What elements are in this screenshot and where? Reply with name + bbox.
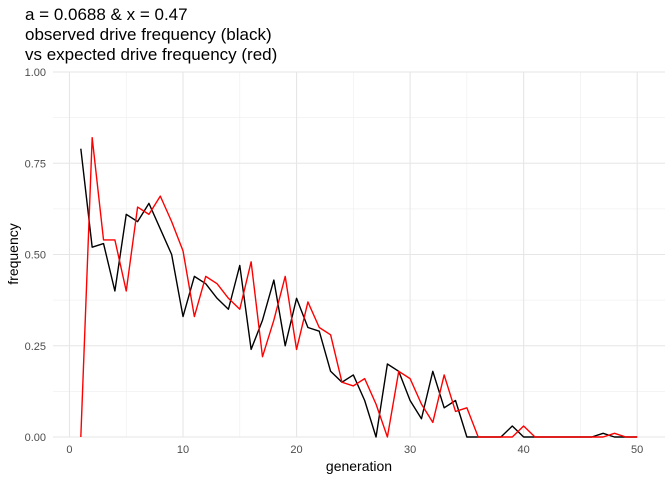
title-line-1: a = 0.0688 & x = 0.47: [25, 5, 188, 24]
x-tick-label: 50: [631, 444, 643, 456]
series-layer: [80, 136, 638, 438]
y-tick-label: 0.50: [25, 250, 46, 262]
chart-title: a = 0.0688 & x = 0.47 observed drive fre…: [25, 5, 277, 64]
x-tick-label: 10: [177, 444, 189, 456]
title-line-3: vs expected drive frequency (red): [25, 45, 277, 64]
y-tick-label: 0.00: [25, 432, 46, 444]
x-tick-labels: 0 10 20 30 40 50: [66, 444, 643, 456]
series-line-expected: [80, 136, 638, 438]
y-axis-title: frequency: [5, 223, 21, 284]
series-line-observed: [80, 148, 638, 438]
x-tick-label: 0: [66, 444, 72, 456]
grid: [53, 71, 665, 438]
y-tick-label: 1.00: [25, 67, 46, 79]
y-tick-label: 0.25: [25, 341, 46, 353]
title-line-2: observed drive frequency (black): [25, 25, 272, 44]
x-tick-label: 40: [518, 444, 530, 456]
y-tick-label: 0.75: [25, 158, 46, 170]
y-tick-labels: 0.00 0.25 0.50 0.75 1.00: [25, 67, 46, 444]
x-axis-title: generation: [326, 458, 392, 474]
x-tick-label: 30: [404, 444, 416, 456]
x-tick-label: 20: [290, 444, 302, 456]
